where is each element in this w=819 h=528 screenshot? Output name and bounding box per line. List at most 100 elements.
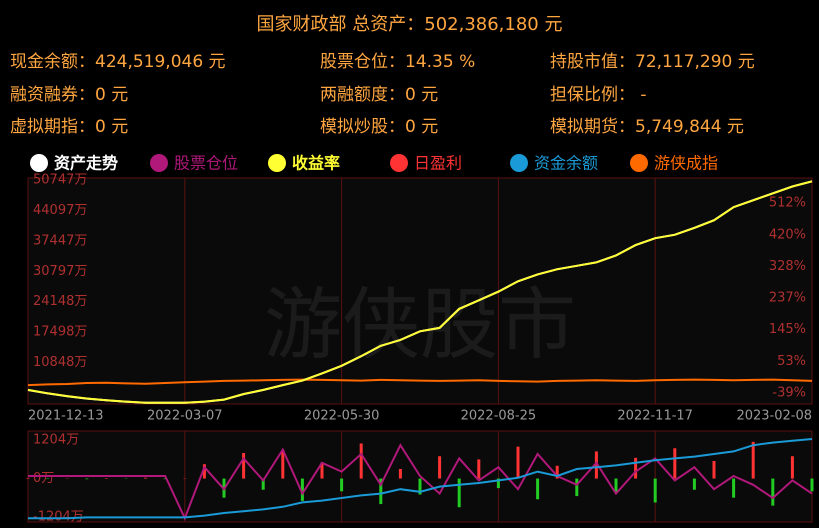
bar	[300, 478, 304, 501]
x-tick-label: 2022-11-17	[617, 409, 693, 424]
stat: 股票仓位：14.35 %	[320, 47, 475, 72]
stat: 模拟炒股：0 元	[320, 112, 438, 137]
stat-label: 持股市值：	[550, 52, 635, 72]
bar	[477, 459, 481, 479]
header-title: 国家财政部 总资产：502,386,180 元	[256, 14, 563, 35]
x-tick-label: 2022-05-30	[304, 409, 380, 424]
stat: 模拟期货：5,749,844 元	[550, 112, 744, 137]
stat-value: -	[635, 85, 647, 105]
bar	[242, 453, 246, 479]
y-tick-label: 37447万	[33, 233, 87, 248]
bar	[202, 464, 206, 479]
bar	[555, 465, 559, 479]
y2-tick-label: 512%	[769, 196, 806, 211]
y2-tick-label: 53%	[777, 354, 806, 369]
bar	[732, 478, 736, 498]
bar	[692, 478, 696, 490]
x-tick-label: 2021-12-13	[28, 409, 104, 424]
watermark: 游侠股市	[264, 280, 576, 370]
stat: 两融额度：0 元	[320, 80, 438, 105]
stat-label: 融资融券：	[10, 85, 95, 105]
legend-label: 日盈利	[414, 154, 462, 173]
bar	[418, 478, 422, 495]
bar	[751, 441, 755, 479]
x-tick-label: 2022-03-07	[147, 409, 223, 424]
stat: 担保比例： -	[550, 80, 647, 105]
bar	[810, 478, 814, 492]
bar	[575, 478, 579, 497]
bar	[496, 478, 500, 489]
stat-label: 两融额度：	[320, 85, 405, 105]
stat-value: 424,519,046 元	[95, 52, 226, 72]
y-tick-label: -1204万	[33, 509, 84, 524]
stat-label: 模拟期货：	[550, 117, 635, 137]
bar	[790, 456, 794, 479]
bar	[634, 457, 638, 479]
y-tick-label: 10848万	[33, 355, 87, 370]
bar	[673, 448, 677, 479]
stat-label: 虚拟期指：	[10, 117, 95, 137]
bar	[438, 456, 442, 479]
series-line	[28, 443, 813, 521]
stat-value: 0 元	[405, 85, 439, 105]
bar	[359, 443, 363, 479]
bar	[261, 478, 265, 490]
y-tick-label: 30797万	[33, 264, 87, 279]
legend-swatch	[30, 154, 48, 172]
legend-swatch	[630, 154, 648, 172]
bar	[163, 478, 167, 480]
y-tick-label: 50747万	[33, 173, 87, 188]
bar	[340, 478, 344, 492]
bar	[614, 478, 618, 493]
y-tick-label: 0万	[33, 471, 54, 486]
bar	[457, 478, 461, 508]
bar	[536, 478, 540, 500]
stat-label: 股票仓位：	[320, 52, 405, 72]
bar	[594, 451, 598, 479]
bar	[712, 461, 716, 479]
bar	[516, 446, 520, 479]
legend-swatch	[390, 154, 408, 172]
y-tick-label: 24148万	[33, 294, 87, 309]
legend-label: 资产走势	[54, 154, 118, 173]
stat-label: 担保比例：	[550, 85, 635, 105]
series-line	[28, 438, 813, 520]
stat-value: 14.35 %	[405, 52, 476, 72]
bar	[85, 478, 89, 480]
legend-swatch	[268, 154, 286, 172]
y-tick-label: 17498万	[33, 325, 87, 340]
bar	[771, 478, 775, 506]
bar	[398, 468, 402, 479]
legend-label: 资金余额	[534, 154, 598, 173]
bar	[144, 477, 148, 479]
y2-tick-label: 145%	[769, 322, 806, 337]
stat-value: 0 元	[95, 117, 129, 137]
series-line	[27, 180, 813, 404]
legend-label: 游侠成指	[654, 154, 718, 173]
stat-value: 72,117,290 元	[635, 52, 755, 72]
stat-value: 0 元	[95, 85, 129, 105]
bar	[26, 477, 30, 479]
bar	[653, 478, 657, 503]
stat-value: 5,749,844 元	[635, 117, 744, 137]
stat-value: 0 元	[405, 117, 439, 137]
y2-tick-label: 420%	[769, 227, 806, 242]
y2-tick-label: 328%	[769, 259, 806, 274]
y2-tick-label: -39%	[772, 386, 806, 401]
stat-label: 现金余额：	[10, 52, 95, 72]
main-frame	[27, 177, 813, 405]
series-line	[27, 378, 813, 387]
bar	[281, 449, 285, 479]
bar	[379, 478, 383, 505]
y-tick-label: 1204万	[33, 433, 79, 448]
stat: 虚拟期指：0 元	[10, 112, 128, 137]
stat: 融资融券：0 元	[10, 80, 128, 105]
stat-label: 模拟炒股：	[320, 117, 405, 137]
stat: 现金余额：424,519,046 元	[10, 47, 226, 72]
bar	[320, 462, 324, 479]
legend-swatch	[150, 154, 168, 172]
x-tick-label: 2022-08-25	[461, 409, 537, 424]
legend-label: 股票仓位	[174, 154, 238, 173]
